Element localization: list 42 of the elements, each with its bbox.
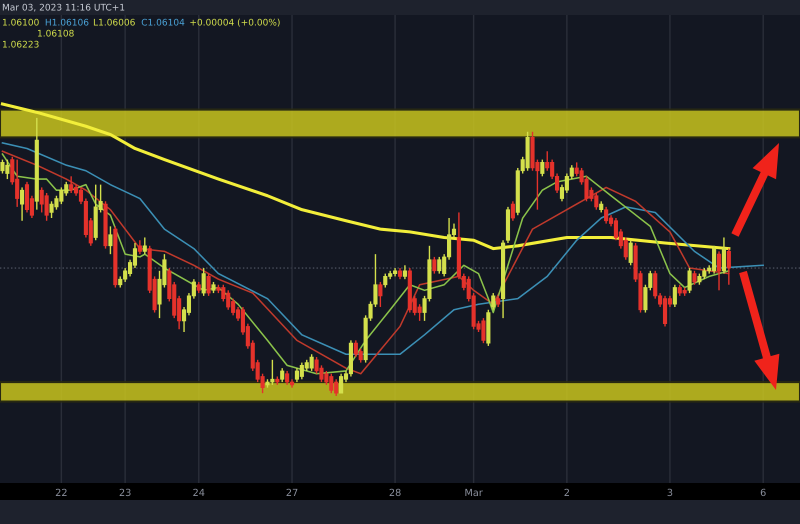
- x-tick-label: 2: [564, 488, 569, 496]
- candlestick: [496, 295, 500, 308]
- candlestick: [726, 248, 731, 286]
- text: 1.06100: [2, 18, 39, 26]
- x-tick-label: 28: [390, 488, 401, 496]
- x-tick-label: 27: [286, 488, 298, 496]
- text: 1.06108: [38, 30, 74, 37]
- candlestick: [138, 240, 142, 255]
- candlestick: [402, 264, 407, 280]
- candlestick: [202, 267, 206, 297]
- text: +0.00004 (+0.00%): [190, 18, 280, 27]
- candlestick: [280, 367, 284, 383]
- candlestick: [510, 200, 515, 222]
- text: C1.06104: [142, 18, 184, 26]
- candlestick: [206, 272, 211, 297]
- candlestick: [716, 250, 722, 291]
- candlestick: [196, 281, 201, 294]
- candlestick: [432, 256, 436, 274]
- text: 1.06223: [2, 40, 39, 48]
- candlestick: [20, 186, 24, 222]
- candlestick: [692, 270, 697, 286]
- candlestick: [142, 236, 147, 255]
- candlestick: [398, 267, 402, 280]
- candlestick: [540, 158, 544, 177]
- text: Mar 03, 2023 11:16 UTC+1: [2, 4, 124, 12]
- candlestick: [378, 281, 382, 308]
- candlestick: [722, 236, 726, 274]
- candlestick: [211, 281, 216, 294]
- x-tick-label: Mar: [465, 488, 483, 496]
- candlestick: [108, 226, 112, 255]
- candlestick: [688, 267, 692, 294]
- candlestick: [672, 284, 677, 308]
- candlestick: [599, 200, 604, 214]
- text: L1.06006: [94, 18, 135, 26]
- text: H1.06106: [46, 18, 88, 26]
- candlestick: [491, 292, 496, 310]
- x-tick-label: 23: [120, 488, 131, 496]
- x-tick-label: 3: [668, 488, 672, 496]
- x-tick-label: 24: [193, 488, 204, 496]
- x-tick-label: 6: [760, 488, 766, 496]
- candlestick: [628, 240, 633, 266]
- x-tick-label: 22: [56, 488, 67, 496]
